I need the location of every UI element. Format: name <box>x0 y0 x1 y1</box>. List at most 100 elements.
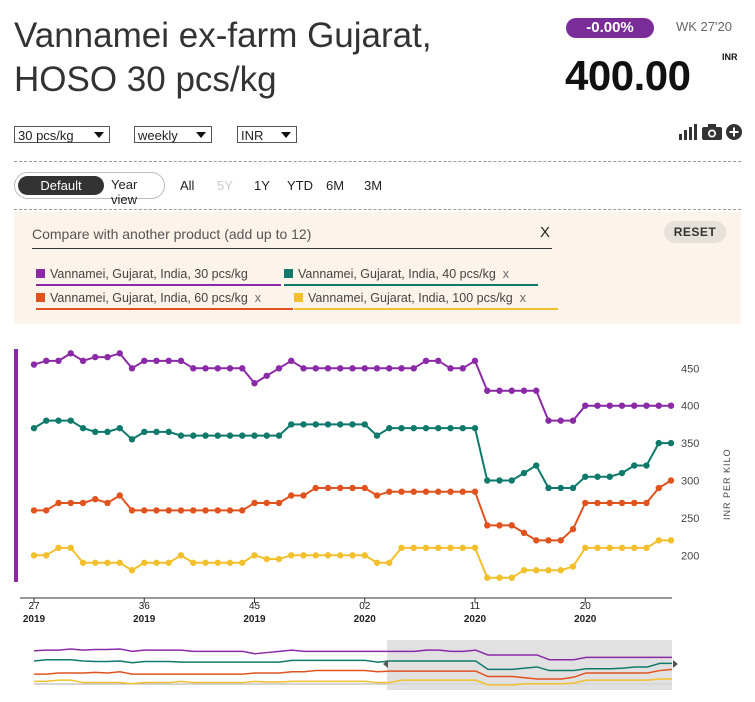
series-tag-30[interactable]: Vannamei, Gujarat, India, 30 pcs/kg <box>36 266 281 286</box>
data-point[interactable] <box>618 544 626 552</box>
data-point[interactable] <box>214 559 221 566</box>
data-point[interactable] <box>496 522 503 529</box>
navigator-selected-range[interactable] <box>387 640 672 690</box>
data-point[interactable] <box>631 544 638 552</box>
clear-search-button[interactable]: X <box>539 224 550 241</box>
data-point[interactable] <box>655 537 662 544</box>
data-point[interactable] <box>239 432 246 439</box>
data-point[interactable] <box>337 484 344 492</box>
data-point[interactable] <box>30 552 38 559</box>
data-point[interactable] <box>508 574 515 581</box>
data-point[interactable] <box>447 365 454 372</box>
data-point[interactable] <box>459 365 466 372</box>
data-point[interactable] <box>545 537 552 544</box>
data-point[interactable] <box>606 402 613 409</box>
data-point[interactable] <box>582 499 589 507</box>
data-point[interactable] <box>312 421 319 428</box>
year-view-button[interactable]: Year view <box>111 177 138 207</box>
data-point[interactable] <box>618 469 626 477</box>
data-point[interactable] <box>116 559 123 566</box>
data-point[interactable] <box>557 417 564 424</box>
data-point[interactable] <box>226 559 234 566</box>
data-point[interactable] <box>251 499 258 507</box>
data-point[interactable] <box>43 357 50 365</box>
data-point[interactable] <box>312 365 319 372</box>
data-point[interactable] <box>251 380 258 387</box>
data-point[interactable] <box>116 350 123 357</box>
data-point[interactable] <box>545 484 552 492</box>
data-point[interactable] <box>337 365 344 372</box>
data-point[interactable] <box>251 432 258 439</box>
data-point[interactable] <box>386 365 393 372</box>
size-select[interactable]: 30 pcs/kg <box>14 126 110 143</box>
data-point[interactable] <box>373 492 381 499</box>
data-point[interactable] <box>263 499 270 507</box>
data-point[interactable] <box>30 361 38 368</box>
data-point[interactable] <box>484 574 491 581</box>
data-point[interactable] <box>324 365 332 372</box>
data-point[interactable] <box>300 421 307 428</box>
data-point[interactable] <box>569 525 577 533</box>
data-point[interactable] <box>569 563 577 570</box>
data-point[interactable] <box>349 552 356 559</box>
data-point[interactable] <box>141 357 148 365</box>
data-point[interactable] <box>263 555 270 563</box>
data-point[interactable] <box>447 424 454 432</box>
data-point[interactable] <box>533 567 540 574</box>
data-point[interactable] <box>226 432 234 439</box>
data-point[interactable] <box>631 462 638 469</box>
data-point[interactable] <box>520 387 528 394</box>
data-point[interactable] <box>128 507 136 514</box>
data-point[interactable] <box>569 417 577 424</box>
data-point[interactable] <box>128 365 136 372</box>
data-point[interactable] <box>165 507 172 514</box>
data-point[interactable] <box>447 544 454 552</box>
data-point[interactable] <box>410 488 417 495</box>
data-point[interactable] <box>533 462 540 469</box>
data-point[interactable] <box>471 544 479 552</box>
data-point[interactable] <box>643 544 650 552</box>
data-point[interactable] <box>533 537 540 544</box>
data-point[interactable] <box>667 439 675 447</box>
data-point[interactable] <box>300 552 307 559</box>
data-point[interactable] <box>275 499 283 507</box>
data-point[interactable] <box>471 357 479 365</box>
data-point[interactable] <box>361 421 368 428</box>
data-point[interactable] <box>435 488 442 495</box>
camera-icon[interactable] <box>702 124 722 140</box>
data-point[interactable] <box>67 499 74 507</box>
data-point[interactable] <box>141 428 148 436</box>
data-point[interactable] <box>55 544 62 552</box>
data-point[interactable] <box>422 488 430 495</box>
data-point[interactable] <box>667 402 675 409</box>
data-point[interactable] <box>300 365 307 372</box>
data-point[interactable] <box>153 559 160 566</box>
data-point[interactable] <box>398 365 405 372</box>
data-point[interactable] <box>202 507 209 514</box>
data-point[interactable] <box>496 387 503 394</box>
data-point[interactable] <box>202 559 209 566</box>
data-point[interactable] <box>606 499 613 507</box>
data-point[interactable] <box>214 507 221 514</box>
data-point[interactable] <box>104 353 111 361</box>
range-5y[interactable]: 5Y <box>217 178 233 193</box>
data-point[interactable] <box>55 417 62 424</box>
data-point[interactable] <box>177 432 185 439</box>
data-point[interactable] <box>275 432 283 439</box>
data-point[interactable] <box>386 424 393 432</box>
series-tag-100[interactable]: Vannamei, Gujarat, India, 100 pcs/kg x <box>294 290 558 310</box>
data-point[interactable] <box>520 567 528 574</box>
data-point[interactable] <box>410 544 417 552</box>
data-point[interactable] <box>324 484 332 492</box>
data-point[interactable] <box>594 402 601 409</box>
data-point[interactable] <box>165 559 172 566</box>
data-point[interactable] <box>153 357 160 365</box>
data-point[interactable] <box>361 365 368 372</box>
data-point[interactable] <box>79 559 87 566</box>
data-point[interactable] <box>92 428 99 436</box>
data-point[interactable] <box>190 365 197 372</box>
data-point[interactable] <box>582 402 589 409</box>
data-point[interactable] <box>177 552 185 559</box>
data-point[interactable] <box>557 484 564 492</box>
data-point[interactable] <box>533 387 540 394</box>
